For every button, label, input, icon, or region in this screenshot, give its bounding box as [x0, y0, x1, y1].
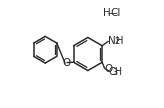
- Text: —: —: [107, 8, 117, 18]
- Text: O: O: [105, 64, 113, 74]
- Text: 2: 2: [114, 37, 119, 46]
- Text: CH: CH: [109, 67, 123, 77]
- Text: O: O: [62, 58, 70, 68]
- Text: 3: 3: [113, 68, 118, 77]
- Text: Cl: Cl: [110, 9, 121, 18]
- Text: NH: NH: [108, 36, 124, 46]
- Text: H: H: [103, 9, 111, 18]
